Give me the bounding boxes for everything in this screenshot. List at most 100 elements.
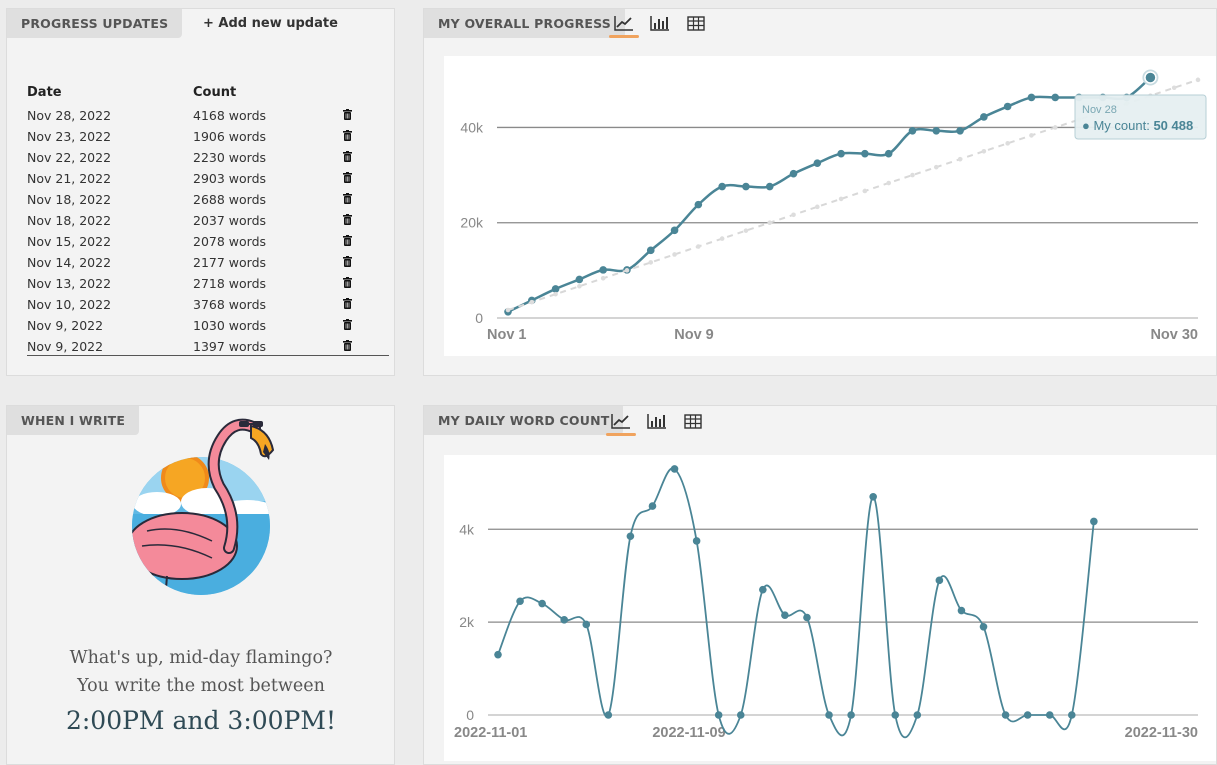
bar-chart-icon[interactable] — [649, 13, 671, 33]
trash-icon[interactable] — [343, 105, 387, 126]
row-date: Nov 14, 2022 — [27, 255, 112, 270]
x-tick-label: Nov 30 — [1150, 327, 1198, 343]
trash-icon[interactable] — [343, 189, 387, 210]
data-point[interactable] — [1067, 711, 1076, 719]
data-point[interactable] — [935, 576, 944, 585]
data-point[interactable] — [599, 266, 607, 274]
table-row: Nov 13, 2022 2718 words — [27, 273, 387, 294]
data-point[interactable] — [736, 711, 745, 719]
data-point[interactable] — [980, 113, 988, 121]
data-point[interactable] — [1090, 517, 1098, 526]
trash-icon[interactable] — [343, 252, 387, 273]
data-point[interactable] — [1144, 71, 1157, 84]
data-point[interactable] — [957, 606, 966, 615]
row-count: 2177 words — [193, 255, 267, 270]
trash-icon[interactable] — [343, 336, 387, 357]
data-point[interactable] — [1003, 102, 1012, 111]
data-point[interactable] — [789, 169, 798, 178]
target-point — [767, 220, 773, 226]
data-point[interactable] — [670, 226, 679, 235]
y-tick-label: 4k — [459, 521, 475, 537]
row-count: 2078 words — [193, 234, 267, 249]
when-i-write-tab: WHEN I WRITE — [7, 406, 140, 435]
data-point[interactable] — [494, 650, 502, 659]
data-point[interactable] — [648, 502, 657, 510]
tooltip-count-value: 50 488 — [1153, 118, 1193, 133]
data-point[interactable] — [560, 616, 569, 624]
target-point — [1052, 125, 1058, 130]
table-row: Nov 18, 2022 2688 words — [27, 189, 387, 210]
row-count: 1030 words — [193, 318, 267, 333]
data-point[interactable] — [861, 149, 869, 158]
data-point[interactable] — [1023, 711, 1032, 719]
data-point[interactable] — [1001, 711, 1010, 719]
data-point[interactable] — [582, 620, 591, 629]
data-point[interactable] — [932, 126, 941, 135]
table-icon[interactable] — [685, 13, 707, 33]
data-point[interactable] — [604, 711, 613, 719]
y-tick-label: 40k — [460, 119, 484, 135]
data-point[interactable] — [765, 182, 774, 191]
data-point[interactable] — [670, 465, 679, 473]
row-date: Nov 9, 2022 — [27, 318, 104, 333]
table-row: Nov 22, 2022 2230 words — [27, 147, 387, 168]
target-point — [957, 156, 963, 162]
row-count: 2903 words — [193, 171, 267, 186]
data-point[interactable] — [1051, 93, 1060, 102]
data-point[interactable] — [759, 585, 767, 594]
bar-chart-icon[interactable] — [646, 411, 668, 431]
data-point[interactable] — [551, 285, 560, 293]
data-point[interactable] — [1045, 711, 1054, 719]
trash-icon[interactable] — [343, 168, 387, 189]
trash-icon[interactable] — [343, 315, 387, 336]
data-point[interactable] — [825, 711, 833, 719]
trash-icon[interactable] — [343, 126, 387, 147]
data-point[interactable] — [891, 711, 900, 719]
row-count: 3768 words — [193, 297, 267, 312]
trash-icon[interactable] — [343, 294, 387, 315]
data-point[interactable] — [956, 126, 964, 135]
line-chart-icon[interactable] — [606, 411, 636, 436]
daily-word-count-chart: 0 2k 4k 2022-11-01 2022-11-09 2022-11-30 — [454, 465, 1198, 741]
data-point[interactable] — [575, 275, 584, 284]
data-point[interactable] — [718, 182, 726, 191]
data-point[interactable] — [979, 622, 988, 631]
data-point[interactable] — [803, 613, 811, 622]
target-point — [553, 291, 558, 297]
row-date: Nov 23, 2022 — [27, 129, 112, 144]
data-point[interactable] — [742, 182, 750, 191]
data-point[interactable] — [1027, 93, 1036, 102]
line-chart-icon[interactable] — [609, 13, 639, 38]
data-point[interactable] — [714, 711, 723, 719]
data-point[interactable] — [626, 532, 635, 541]
row-date: Nov 18, 2022 — [27, 213, 112, 228]
target-point — [791, 212, 796, 218]
data-point[interactable] — [538, 599, 546, 608]
data-point[interactable] — [884, 149, 893, 158]
data-point[interactable] — [813, 159, 822, 167]
data-point[interactable] — [837, 149, 845, 158]
when-i-write-panel: WHEN I WRITE What's up, mid-day flamingo… — [6, 405, 395, 765]
data-point[interactable] — [692, 537, 701, 545]
data-point[interactable] — [908, 126, 917, 135]
data-point[interactable] — [913, 711, 922, 719]
target-point — [577, 283, 582, 289]
x-tick-label: 2022-11-01 — [454, 725, 527, 741]
trash-icon[interactable] — [343, 210, 387, 231]
trash-icon[interactable] — [343, 147, 387, 168]
data-point[interactable] — [694, 200, 703, 209]
data-point[interactable] — [516, 597, 524, 606]
daily-word-count-plot: 0 2k 4k 2022-11-01 2022-11-09 2022-11-30 — [444, 455, 1216, 761]
x-tick-label: Nov 9 — [674, 327, 714, 343]
column-header-actions — [343, 85, 387, 105]
data-point[interactable] — [646, 246, 655, 255]
table-icon[interactable] — [682, 411, 704, 431]
trash-icon[interactable] — [343, 231, 387, 252]
trash-icon[interactable] — [343, 273, 387, 294]
data-point[interactable] — [781, 611, 789, 619]
data-point[interactable] — [869, 492, 877, 501]
data-point[interactable] — [847, 711, 855, 719]
add-new-update-link[interactable]: + Add new update — [203, 16, 338, 31]
daily-word-count-panel: MY DAILY WORD COUNT 0 2k 4k 2022-11-01 2022-… — [423, 405, 1217, 765]
target-point — [743, 228, 749, 233]
